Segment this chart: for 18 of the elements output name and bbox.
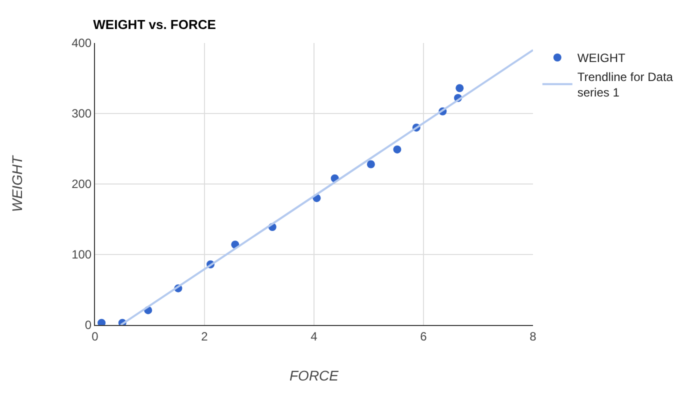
- y-axis-title: WEIGHT: [9, 154, 26, 212]
- x-tick-label: 8: [530, 329, 537, 344]
- x-tick-label: 4: [310, 329, 318, 344]
- y-tick-label: 100: [72, 248, 92, 262]
- y-tick-label: 0: [84, 318, 92, 332]
- x-tick-label: 6: [420, 329, 428, 344]
- point: [98, 318, 106, 325]
- point: [366, 160, 375, 168]
- chart-title: WEIGHT vs. FORCE: [93, 16, 216, 32]
- point: [456, 84, 464, 92]
- legend-label: WEIGHT: [577, 51, 626, 66]
- y-tick-label: 400: [72, 36, 92, 50]
- x-tick-label: 2: [201, 329, 208, 344]
- legend-label: Trendline for Data series 1: [577, 70, 674, 100]
- x-axis-title: FORCE: [290, 368, 340, 384]
- point: [393, 145, 402, 154]
- y-tick-label: 300: [72, 106, 92, 121]
- y-tick-label: 200: [72, 177, 92, 192]
